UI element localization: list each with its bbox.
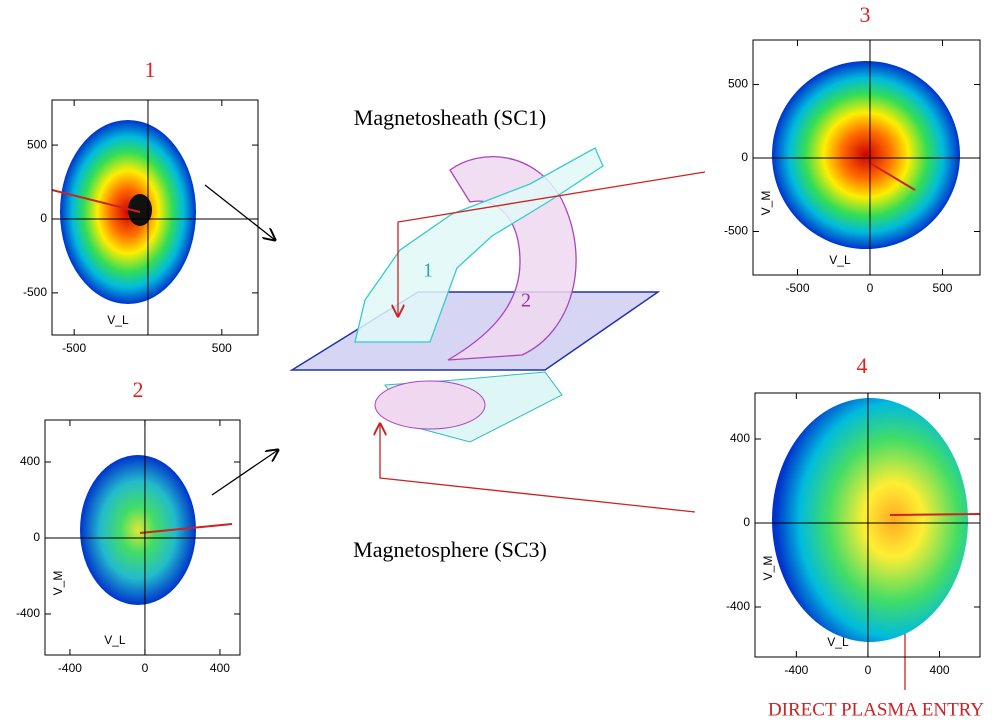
panel-label: 4: [857, 353, 868, 378]
top-label: Magnetosheath (SC1): [354, 105, 546, 130]
y-tick-label: -500: [23, 285, 47, 299]
x-tick-label: 400: [930, 663, 950, 677]
tube-label: 1: [423, 260, 433, 282]
panel-label: 2: [133, 377, 144, 402]
x-tick-label: -500: [785, 281, 809, 295]
distribution-blob: [60, 120, 196, 304]
x-tick-label: 0: [142, 661, 149, 675]
y-tick-label: -500: [724, 224, 748, 238]
distribution: [772, 61, 960, 249]
panel: -500 0 500 -500 0 500 3 V_L V_M: [724, 2, 980, 295]
x-tick-label: 500: [932, 281, 952, 295]
x-tick-label: 0: [865, 663, 872, 677]
x-axis-label: V_L: [107, 313, 129, 327]
panel: -500 500 -500 0 500 1 V_L: [23, 57, 258, 355]
annotation: DIRECT PLASMA ENTRY: [768, 699, 984, 720]
x-axis-label: V_L: [829, 253, 851, 267]
y-tick-label: 0: [40, 211, 47, 225]
distribution-blob: [772, 61, 960, 249]
distribution-blob: [772, 398, 968, 642]
y-axis-label: V_M: [759, 191, 773, 216]
distribution: [52, 120, 196, 304]
x-tick-label: 400: [210, 661, 230, 675]
arrow-1: [205, 185, 275, 240]
y-tick-label: 400: [730, 431, 750, 445]
y-tick-label: 0: [741, 150, 748, 164]
y-tick-label: 500: [27, 137, 47, 151]
distribution: [772, 398, 980, 642]
arrow-2: [212, 450, 278, 495]
structure-label: 2: [521, 290, 531, 312]
x-tick-label: -400: [784, 663, 808, 677]
y-tick-label: -400: [16, 606, 40, 620]
x-tick-label: -500: [62, 341, 86, 355]
structure-lower: [375, 381, 485, 429]
y-axis-label: V_M: [51, 571, 65, 596]
x-tick-label: -400: [58, 661, 82, 675]
x-axis-label: V_L: [827, 635, 849, 649]
y-tick-label: 500: [728, 77, 748, 91]
distribution: [80, 455, 232, 605]
velocity-vector: [890, 514, 980, 515]
panel-label: 3: [860, 2, 871, 27]
y-tick-label: 0: [33, 530, 40, 544]
y-tick-label: 400: [20, 454, 40, 468]
y-axis-label: V_M: [761, 556, 775, 581]
x-axis-label: V_L: [104, 633, 126, 647]
bottom-label: Magnetosphere (SC3): [353, 537, 547, 562]
x-tick-label: 500: [212, 341, 232, 355]
panel: -400 0 400 -400 0 400 2 V_L V_M: [16, 377, 240, 675]
y-tick-label: -400: [726, 599, 750, 613]
panel: -400 0 400 -400 0 400 4 V_L V_M: [726, 353, 980, 677]
y-tick-label: 0: [743, 515, 750, 529]
link-sc3: [380, 424, 695, 512]
x-tick-label: 0: [867, 281, 874, 295]
figure: 1 2 Magnetosheath (SC1) Magnetosphere (S…: [0, 0, 1004, 724]
panel-label: 1: [145, 57, 156, 82]
